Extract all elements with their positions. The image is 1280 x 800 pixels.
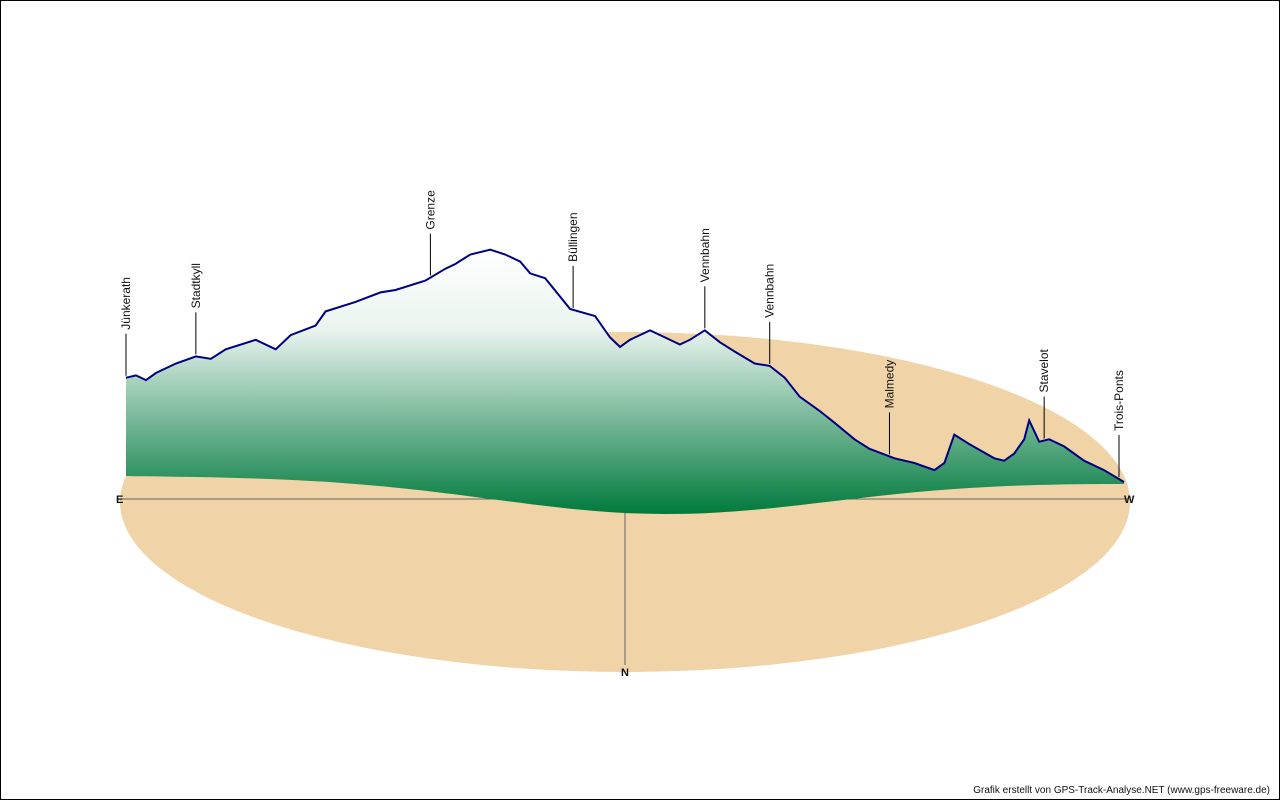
elevation-area xyxy=(126,249,1124,514)
waypoint-label: Stavelot xyxy=(1037,348,1051,392)
waypoint-marker: Stavelot xyxy=(1037,348,1051,439)
waypoint-marker: Büllingen xyxy=(566,212,580,308)
waypoint-label: Grenze xyxy=(423,190,437,230)
waypoint-label: Stadtkyll xyxy=(189,263,203,308)
waypoint-label: Büllingen xyxy=(566,212,580,261)
waypoint-marker: Jünkerath xyxy=(119,277,133,376)
waypoint-label: Trois-Ponts xyxy=(1112,370,1126,431)
compass-east-label: E xyxy=(116,494,123,506)
waypoint-marker: Grenze xyxy=(423,190,437,276)
waypoint-marker: Vennbahn xyxy=(763,264,777,364)
compass-north-label: N xyxy=(621,667,629,679)
waypoint-marker: Malmedy xyxy=(882,360,896,455)
credit-text: Grafik erstellt von GPS-Track-Analyse.NE… xyxy=(973,785,1270,796)
waypoint-marker: Vennbahn xyxy=(698,228,712,329)
waypoint-marker: Stadtkyll xyxy=(189,263,203,355)
waypoint-label: Malmedy xyxy=(882,360,896,409)
compass-west-label: W xyxy=(1124,494,1135,506)
waypoint-label: Jünkerath xyxy=(119,277,133,330)
waypoint-label: Vennbahn xyxy=(763,264,777,318)
waypoint-label: Vennbahn xyxy=(698,228,712,282)
waypoint-marker: Trois-Ponts xyxy=(1112,370,1126,478)
elevation-line xyxy=(125,248,1125,483)
